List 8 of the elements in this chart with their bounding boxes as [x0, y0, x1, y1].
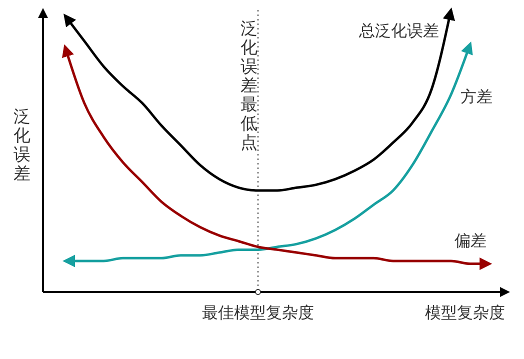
text: 最低点 — [240, 95, 258, 153]
text: 最佳模型复杂度 — [202, 303, 314, 322]
y-axis-title: 泛化误差 — [240, 19, 258, 96]
series-label: 偏差 — [454, 230, 487, 250]
series-label: 总泛化误差 — [358, 21, 439, 40]
x-axis-title: 模型复杂度 — [425, 303, 505, 322]
text: 泛化误差 — [14, 107, 30, 184]
series-label: 方差 — [460, 86, 492, 106]
